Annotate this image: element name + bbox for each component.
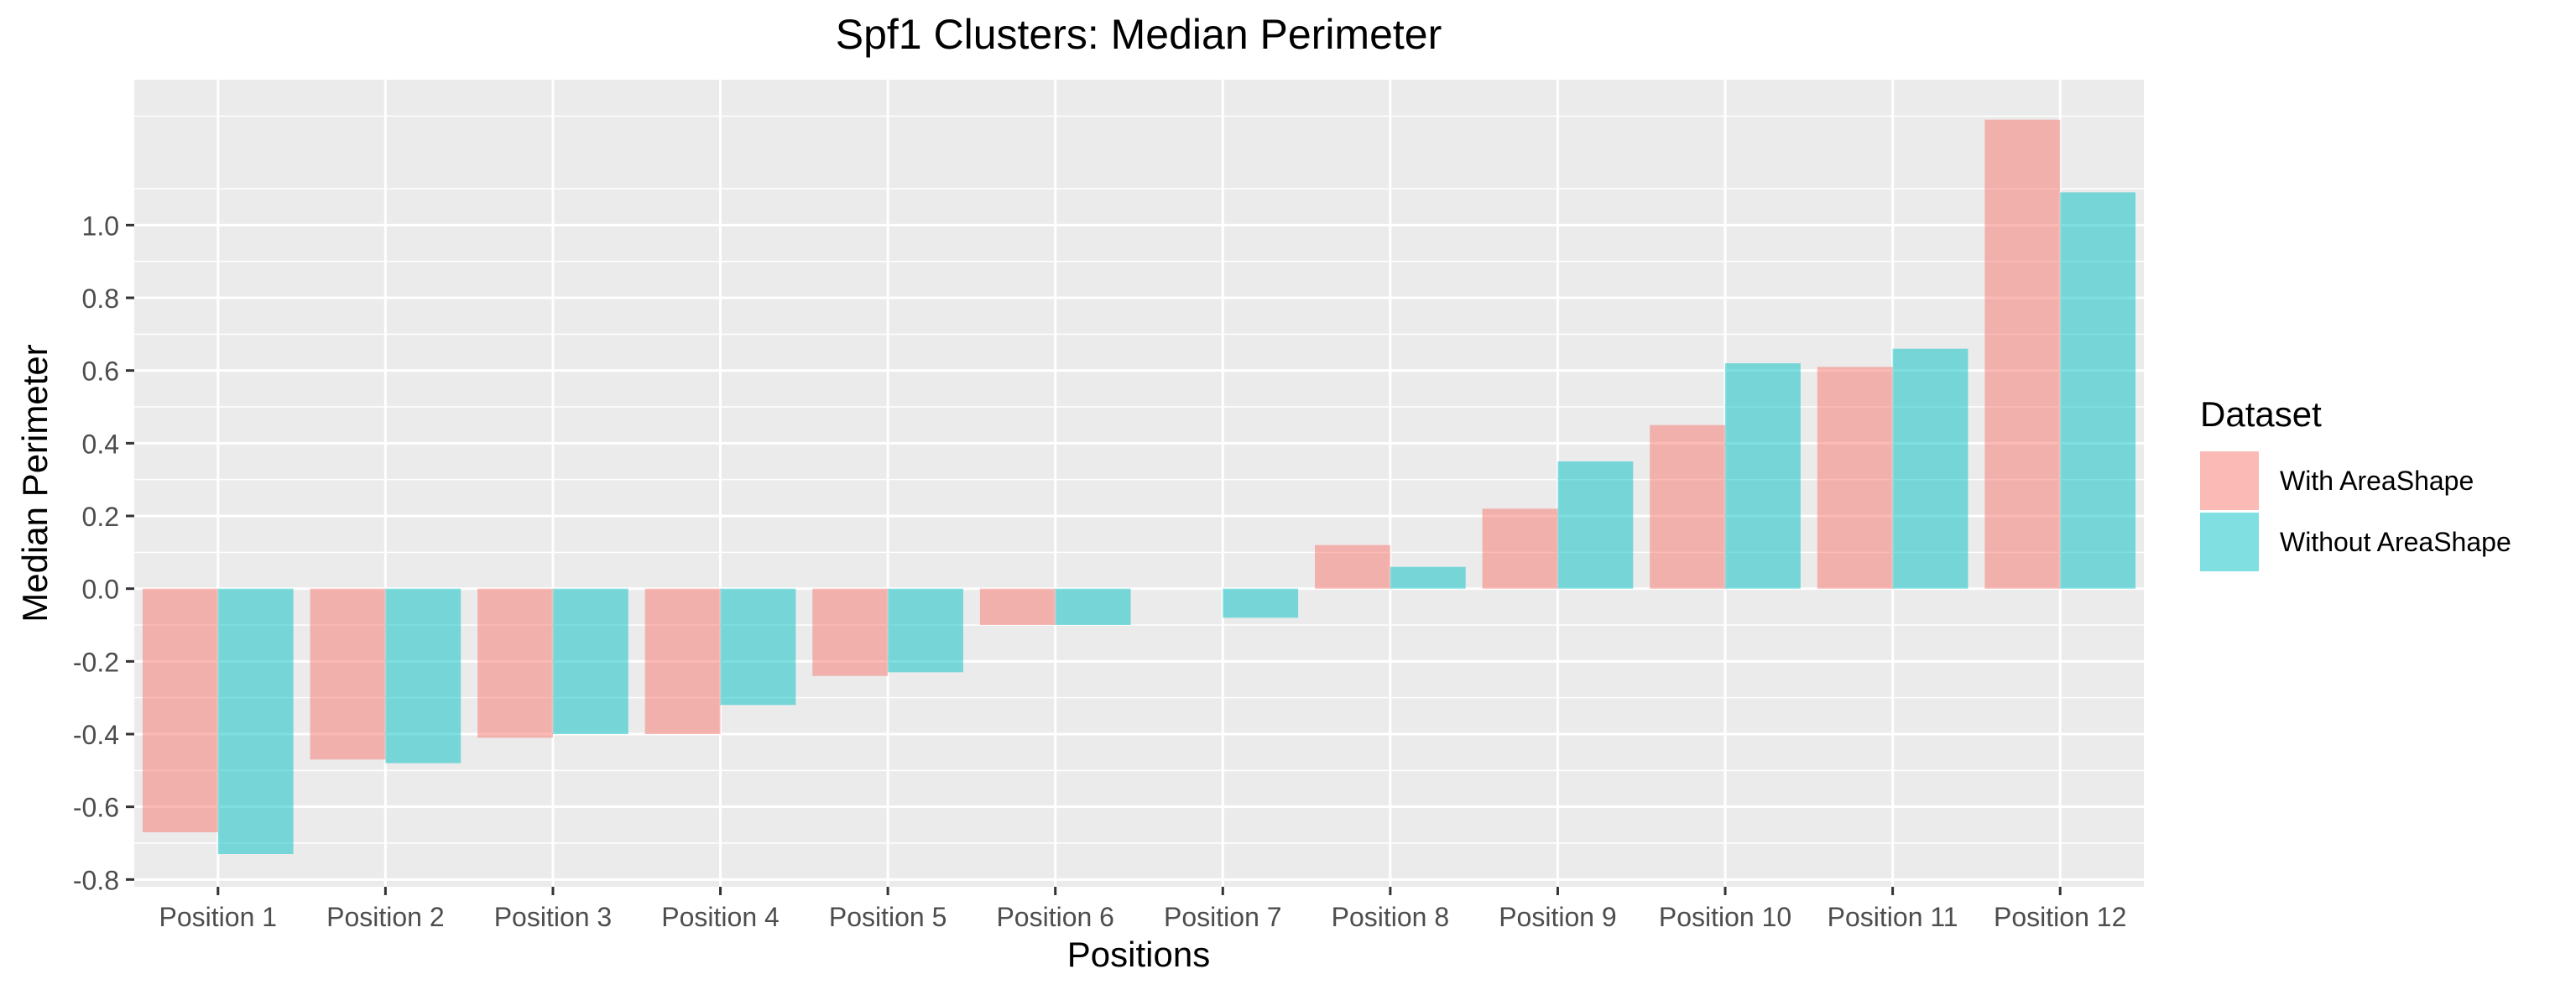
x-tick-label: Position 2 <box>326 902 445 932</box>
y-tick-label: -0.8 <box>73 865 119 895</box>
bar <box>142 588 218 832</box>
x-axis: Position 1 Position 2 Position 3 Position 4… <box>159 887 2126 932</box>
bar <box>1650 425 1726 589</box>
y-tick-label: 0.2 <box>82 502 119 532</box>
x-tick-label: Position 4 <box>661 902 780 932</box>
legend-title: Dataset <box>2200 394 2322 434</box>
y-tick-label: 0.4 <box>82 429 119 459</box>
bar <box>812 588 889 676</box>
bar <box>477 588 553 738</box>
x-tick-label: Position 7 <box>1164 902 1282 932</box>
grid-minor <box>134 115 2144 844</box>
bar <box>1725 363 1801 589</box>
bar <box>1223 588 1299 618</box>
y-axis-label: Median Perimeter <box>15 344 55 622</box>
bar <box>644 588 721 734</box>
chart-title: Spf1 Clusters: Median Perimeter <box>836 11 1442 58</box>
x-tick-label: Position 1 <box>159 902 278 932</box>
bar <box>217 588 294 854</box>
x-tick-label: Position 11 <box>1828 902 1958 932</box>
bar <box>1055 588 1131 625</box>
legend-label: With AreaShape <box>2280 466 2474 496</box>
bar <box>1390 566 1466 589</box>
bar <box>1315 544 1390 589</box>
bar <box>552 588 628 734</box>
x-tick-label: Position 12 <box>1994 902 2126 932</box>
y-tick-label: -0.4 <box>73 720 119 750</box>
legend-key <box>2200 513 2259 571</box>
x-tick-label: Position 3 <box>494 902 613 932</box>
x-tick-label: Position 6 <box>996 902 1114 932</box>
bar <box>1482 508 1558 589</box>
bar <box>1892 348 1969 589</box>
x-tick-label: Position 8 <box>1332 902 1450 932</box>
x-tick-label: Position 10 <box>1659 902 1791 932</box>
y-tick-label: 0.0 <box>82 575 119 605</box>
bar <box>979 588 1056 625</box>
x-tick-label: Position 5 <box>829 902 947 932</box>
bar <box>1557 461 1634 589</box>
y-axis: -0.8 -0.6 -0.4 -0.2 0.0 0.2 0.4 0.6 0.8 1.0 <box>73 211 134 895</box>
y-tick-label: 1.0 <box>82 211 119 241</box>
y-tick-label: -0.2 <box>73 647 119 677</box>
bars <box>142 119 2136 854</box>
bar <box>888 588 963 673</box>
legend-key <box>2200 451 2259 510</box>
legend-label: Without AreaShape <box>2280 527 2511 557</box>
bar <box>310 588 386 760</box>
bar <box>1984 119 2061 589</box>
y-tick-label: 0.8 <box>82 284 119 314</box>
bar <box>385 588 461 763</box>
bar <box>1817 367 1893 589</box>
y-tick-label: 0.6 <box>82 357 119 387</box>
y-tick-label: -0.6 <box>73 793 119 823</box>
bar <box>2060 192 2136 589</box>
x-tick-label: Position 9 <box>1499 902 1617 932</box>
legend: Dataset With AreaShape Without AreaShape <box>2200 394 2511 571</box>
bar <box>720 588 796 706</box>
legend-items: With AreaShape Without AreaShape <box>2200 451 2511 571</box>
plot-panel <box>134 80 2144 887</box>
x-axis-label: Positions <box>1067 935 1210 974</box>
